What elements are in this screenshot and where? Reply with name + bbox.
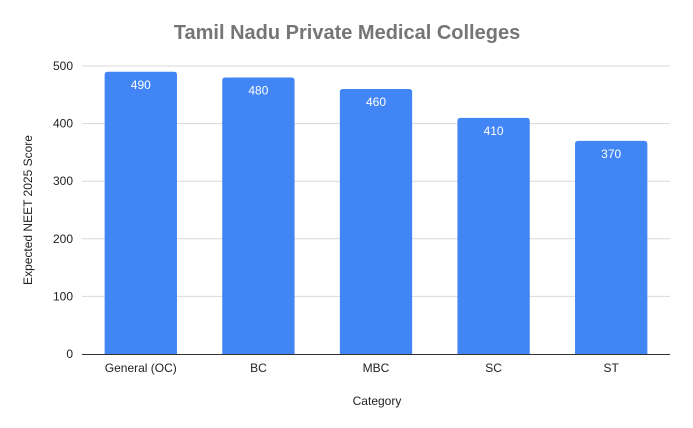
bar-data-label: 460 <box>366 95 386 109</box>
bar-data-label: 480 <box>248 84 268 98</box>
x-tick-label: General (OC) <box>105 361 177 375</box>
bar <box>575 140 648 354</box>
y-axis-title: Expected NEET 2025 Score <box>21 135 35 285</box>
y-axis-ticks: 0 100 200 300 400 500 <box>53 59 73 361</box>
data-labels: 490 480 460 410 370 <box>131 78 622 161</box>
bar-data-label: 370 <box>601 147 621 161</box>
y-tick-label: 400 <box>53 117 73 131</box>
bars <box>104 71 648 355</box>
x-axis-ticks: General (OC) BC MBC SC ST <box>105 361 620 375</box>
x-tick-label: BC <box>250 361 267 375</box>
x-tick-label: MBC <box>363 361 390 375</box>
bar-data-label: 410 <box>484 124 504 138</box>
bar-data-label: 490 <box>131 78 151 92</box>
bar <box>457 117 530 354</box>
y-tick-label: 100 <box>53 289 73 303</box>
y-tick-label: 300 <box>53 174 73 188</box>
bar <box>222 77 295 355</box>
y-tick-label: 200 <box>53 232 73 246</box>
x-tick-label: SC <box>485 361 502 375</box>
x-axis-title: Category <box>353 394 402 408</box>
x-tick-label: ST <box>604 361 620 375</box>
y-tick-label: 500 <box>53 59 73 73</box>
y-tick-label: 0 <box>66 347 73 361</box>
bar <box>339 89 413 354</box>
bar <box>104 71 177 354</box>
chart-title: Tamil Nadu Private Medical Colleges <box>174 22 520 44</box>
